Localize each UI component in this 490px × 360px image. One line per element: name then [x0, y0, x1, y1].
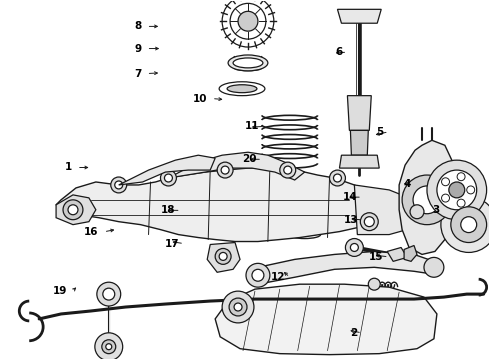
Text: 19: 19: [53, 287, 67, 296]
Text: 20: 20: [243, 154, 257, 164]
Polygon shape: [207, 243, 240, 272]
Polygon shape: [354, 185, 424, 235]
Text: 5: 5: [376, 127, 384, 137]
Circle shape: [97, 282, 121, 306]
Text: 6: 6: [335, 47, 343, 57]
Circle shape: [368, 278, 380, 290]
Polygon shape: [215, 284, 437, 355]
Polygon shape: [399, 140, 455, 255]
Circle shape: [437, 170, 477, 210]
Circle shape: [222, 0, 274, 47]
Text: 13: 13: [343, 215, 358, 225]
Circle shape: [102, 340, 116, 354]
Text: 14: 14: [343, 192, 357, 202]
Text: 4: 4: [403, 179, 411, 189]
Circle shape: [402, 175, 452, 225]
Ellipse shape: [228, 55, 268, 71]
Circle shape: [284, 166, 292, 174]
Circle shape: [345, 239, 363, 256]
Text: 2: 2: [350, 328, 357, 338]
Text: 16: 16: [84, 227, 98, 237]
Circle shape: [252, 269, 264, 281]
Circle shape: [106, 344, 112, 350]
Ellipse shape: [227, 85, 257, 93]
Text: 17: 17: [165, 239, 179, 249]
Circle shape: [451, 207, 487, 243]
Circle shape: [461, 217, 477, 233]
Polygon shape: [340, 155, 379, 168]
Circle shape: [457, 199, 465, 207]
Circle shape: [365, 217, 374, 227]
Polygon shape: [56, 168, 381, 242]
Circle shape: [161, 170, 176, 186]
Text: 11: 11: [245, 121, 260, 131]
Circle shape: [350, 243, 358, 251]
Circle shape: [234, 303, 242, 311]
Polygon shape: [258, 251, 434, 284]
Circle shape: [427, 160, 487, 220]
Circle shape: [449, 182, 465, 198]
Circle shape: [103, 288, 115, 300]
Circle shape: [217, 162, 233, 178]
Circle shape: [111, 177, 127, 193]
Text: 12: 12: [270, 272, 285, 282]
Text: 1: 1: [65, 162, 72, 172]
Circle shape: [441, 178, 449, 186]
Circle shape: [457, 173, 465, 181]
Text: 7: 7: [134, 68, 142, 78]
Circle shape: [238, 11, 258, 31]
Polygon shape: [404, 246, 417, 261]
Polygon shape: [169, 152, 305, 180]
Circle shape: [467, 186, 475, 194]
Circle shape: [334, 174, 342, 182]
Circle shape: [165, 174, 172, 182]
Circle shape: [68, 205, 78, 215]
Circle shape: [410, 205, 424, 219]
Text: 15: 15: [369, 252, 384, 262]
Text: 3: 3: [433, 205, 440, 215]
Circle shape: [329, 170, 345, 186]
Circle shape: [441, 194, 449, 202]
Polygon shape: [338, 9, 381, 23]
Circle shape: [95, 333, 122, 360]
Polygon shape: [347, 96, 371, 130]
Ellipse shape: [219, 82, 265, 96]
Ellipse shape: [233, 58, 263, 68]
Circle shape: [222, 291, 254, 323]
Circle shape: [413, 186, 441, 214]
Polygon shape: [119, 155, 215, 185]
Text: 10: 10: [193, 94, 207, 104]
Polygon shape: [387, 247, 407, 261]
Text: 8: 8: [134, 21, 142, 31]
Circle shape: [63, 200, 83, 220]
Text: 9: 9: [134, 44, 142, 54]
Circle shape: [280, 162, 295, 178]
Circle shape: [229, 298, 247, 316]
Polygon shape: [56, 195, 96, 225]
Circle shape: [219, 252, 227, 260]
Circle shape: [360, 213, 378, 231]
Circle shape: [441, 197, 490, 252]
Circle shape: [115, 181, 122, 189]
Circle shape: [424, 257, 444, 277]
Circle shape: [215, 248, 231, 264]
Circle shape: [246, 264, 270, 287]
Circle shape: [230, 3, 266, 39]
Text: 18: 18: [161, 205, 176, 215]
Polygon shape: [350, 130, 368, 155]
Circle shape: [221, 166, 229, 174]
